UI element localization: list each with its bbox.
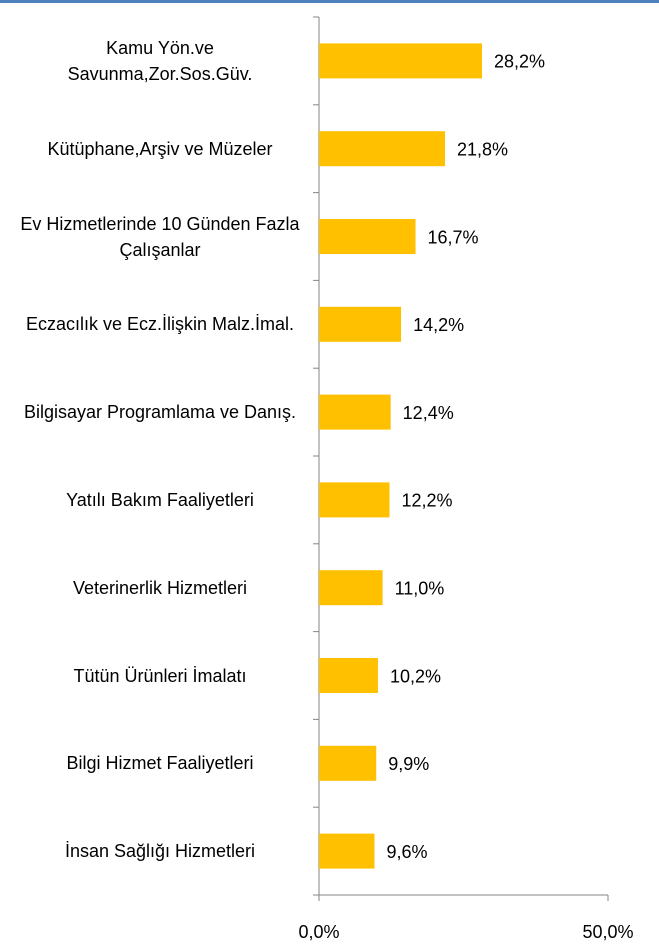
value-label: 16,7% — [428, 227, 479, 247]
value-label: 10,2% — [390, 666, 441, 686]
category-label: Kütüphane,Arşiv ve Müzeler — [47, 138, 273, 159]
bar — [319, 43, 482, 79]
value-label: 21,8% — [457, 139, 508, 159]
value-label: 11,0% — [395, 578, 445, 598]
bar — [319, 306, 402, 342]
bar — [319, 570, 383, 606]
bar — [319, 394, 391, 430]
top-border — [0, 0, 659, 3]
value-label: 9,9% — [388, 754, 429, 774]
category-label: Bilgisayar Programlama ve Danış. — [23, 402, 297, 423]
value-label: 12,2% — [402, 491, 453, 511]
bar — [319, 219, 416, 254]
category-label: Yatılı Bakım Faaliyetleri — [66, 489, 254, 510]
value-label: 14,2% — [413, 315, 464, 335]
category-label: Eczacılık ve Ecz.İlişkin Malz.İmal. — [25, 314, 295, 335]
category-label: İnsan Sağlığı Hizmetleri — [64, 841, 256, 862]
x-tick-label: 50,0% — [582, 922, 633, 942]
category-label: Bilgi Hizmet Faaliyetleri — [66, 753, 254, 774]
bar — [319, 658, 378, 693]
bar — [319, 745, 377, 781]
x-tick-label: 0,0% — [298, 922, 339, 942]
value-label: 28,2% — [494, 52, 545, 72]
category-label: Veterinerlik Hizmetleri — [72, 577, 248, 598]
category-label: Kamu Yön.ve Savunma,Zor.Sos.Güv. — [67, 37, 253, 84]
value-label: 9,6% — [386, 842, 427, 862]
bar — [319, 833, 375, 869]
category-label: Tütün Ürünleri İmalatı — [73, 665, 247, 686]
bar — [319, 482, 390, 518]
value-label: 12,4% — [403, 403, 454, 423]
category-label: Ev Hizmetlerinde 10 Günden Fazla Çalışan… — [20, 213, 300, 260]
bar — [319, 131, 446, 167]
